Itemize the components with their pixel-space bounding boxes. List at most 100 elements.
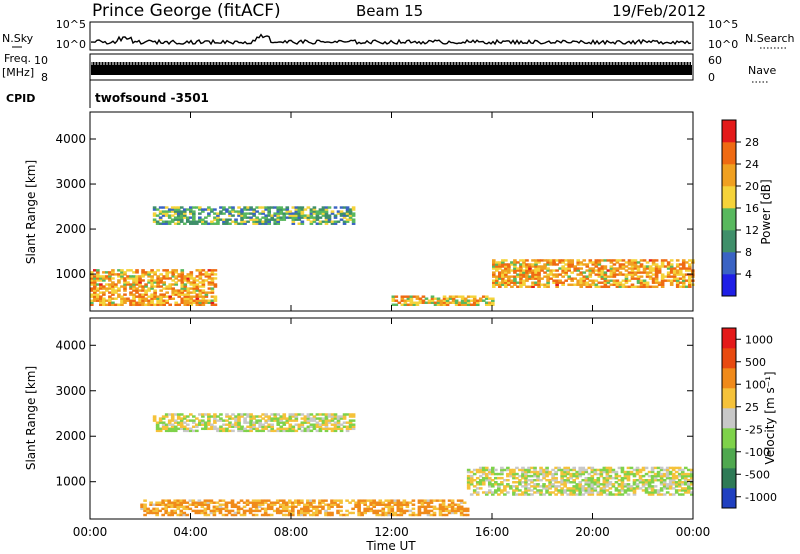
heatmap-cell: [213, 216, 217, 219]
heatmap-cell: [408, 501, 413, 504]
heatmap-cell: [686, 474, 691, 478]
heatmap-cell: [620, 470, 625, 474]
heatmap-cell: [597, 267, 602, 270]
heatmap-cell: [150, 295, 154, 298]
heatmap-cell: [228, 212, 232, 215]
heatmap-cell: [207, 281, 212, 284]
heatmap-cell: [617, 483, 622, 486]
freq-label-line2: [MHz]: [2, 66, 34, 79]
heatmap-cell: [176, 222, 181, 225]
heatmap-cell: [633, 271, 638, 274]
heatmap-cell: [533, 470, 537, 474]
heatmap-cell: [590, 489, 595, 492]
heatmap-cell: [180, 277, 185, 280]
heatmap-cell: [569, 476, 573, 480]
heatmap-cell: [487, 470, 492, 474]
heatmap-cell: [513, 263, 517, 266]
heatmap-cell: [155, 214, 160, 217]
heatmap-cell: [507, 265, 511, 268]
heatmap-cell: [545, 468, 549, 472]
heatmap-cell: [179, 509, 184, 513]
heatmap-cell: [430, 301, 435, 304]
heatmap-cell: [170, 509, 175, 513]
heatmap-cell: [90, 287, 94, 290]
heatmap-cell: [218, 505, 223, 509]
heatmap-cell: [288, 413, 293, 416]
heatmap-cell: [588, 259, 593, 262]
heatmap-cell: [251, 501, 256, 504]
heatmap-cell: [666, 261, 671, 264]
heatmap-cell: [182, 499, 187, 502]
heatmap-cell: [99, 277, 103, 280]
heatmap-cell: [372, 505, 377, 509]
heatmap-cell: [492, 261, 496, 264]
heatmap-cell: [627, 285, 632, 288]
heatmap-cell: [153, 291, 157, 294]
heatmap-cell: [578, 483, 583, 486]
heatmap-cell: [306, 509, 310, 513]
heatmap-cell: [141, 303, 145, 306]
heatmap-cell: [633, 265, 638, 268]
heatmap-cell: [117, 279, 121, 282]
heatmap-cell: [282, 214, 287, 217]
heatmap-cell: [318, 429, 323, 433]
y-tick-label: 3000: [55, 177, 86, 191]
heatmap-cell: [263, 499, 268, 502]
heatmap-cell: [606, 269, 611, 272]
heatmap-cell: [167, 429, 172, 433]
heatmap-cell: [543, 285, 547, 288]
heatmap-cell: [609, 259, 614, 262]
heatmap-cell: [216, 214, 220, 217]
heatmap-cell: [494, 481, 498, 484]
heatmap-cell: [291, 511, 295, 515]
heatmap-cell: [260, 513, 265, 517]
heatmap-cell: [602, 487, 607, 490]
heatmap-cell: [207, 269, 212, 272]
heatmap-cell: [161, 425, 166, 428]
heatmap-cell: [426, 505, 431, 509]
heatmap-cell: [536, 485, 540, 488]
heatmap-cell: [195, 417, 199, 420]
heatmap-cell: [606, 275, 611, 278]
heatmap-cell: [472, 301, 477, 304]
heatmap-cell: [303, 417, 308, 420]
heatmap-cell: [669, 263, 674, 266]
x-tick-label: 04:00: [173, 525, 208, 539]
heatmap-cell: [300, 421, 305, 424]
heatmap-cell: [276, 429, 281, 433]
heatmap-cell: [330, 503, 334, 506]
heatmap-cell: [105, 289, 109, 292]
heatmap-cell: [194, 505, 199, 509]
heatmap-cell: [542, 472, 546, 476]
heatmap-cell: [450, 505, 455, 509]
heatmap-cell: [237, 413, 241, 416]
heatmap-cell: [632, 489, 637, 492]
heatmap-cell: [481, 483, 486, 486]
heatmap-cell: [403, 303, 408, 306]
heatmap-cell: [516, 281, 520, 284]
heatmap-cell: [318, 509, 322, 513]
heatmap-cell: [294, 208, 299, 211]
heatmap-cell: [288, 423, 293, 426]
heatmap-cell: [161, 503, 165, 506]
heatmap-cell: [90, 283, 94, 286]
heatmap-cell: [152, 212, 157, 215]
heatmap-cell: [612, 279, 617, 282]
heatmap-cell: [563, 472, 567, 476]
heatmap-cell: [478, 487, 483, 490]
heatmap-cell: [564, 259, 568, 262]
heatmap-cell: [156, 299, 160, 302]
heatmap-cell: [141, 301, 145, 304]
heatmap-cell: [179, 505, 184, 509]
heatmap-cell: [594, 273, 599, 276]
heatmap-cell: [318, 499, 322, 502]
heatmap-cell: [248, 501, 253, 504]
heatmap-cell: [450, 499, 455, 502]
heatmap-cell: [176, 503, 181, 506]
heatmap-cell: [605, 493, 610, 496]
heatmap-cell: [620, 487, 625, 490]
heatmap-cell: [327, 421, 332, 424]
heatmap-cell: [198, 218, 202, 221]
heatmap-cell: [182, 507, 187, 511]
heatmap-cell: [306, 216, 311, 219]
